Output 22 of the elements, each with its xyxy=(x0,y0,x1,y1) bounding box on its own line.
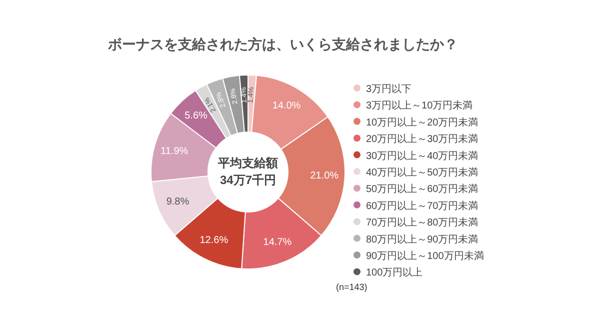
data-label: 9.8% xyxy=(166,196,190,208)
chart-title: ボーナスを支給された方は、いくら支給されましたか？ xyxy=(107,36,458,52)
legend-label: 100万円以上 xyxy=(366,266,423,279)
data-label: 21.0% xyxy=(310,170,339,182)
legend-label: 90万円以上～100万円未満 xyxy=(366,250,484,262)
legend-label: 3万円以下 xyxy=(366,83,412,95)
text: 平均支給額 34万7千円 xyxy=(217,156,278,187)
data-label: 12.6% xyxy=(200,235,228,246)
text: (n=143) xyxy=(336,282,368,292)
data-label: 14.0% xyxy=(272,100,301,112)
legend-label: 20万円以上～30万円未満 xyxy=(366,133,478,146)
legend-label: 40万円以上～50万円未満 xyxy=(366,166,478,178)
legend-label: 50万円以上～60万円未満 xyxy=(366,183,478,196)
data-label: 5.6% xyxy=(184,110,208,122)
legend-label: 70万円以上～80万円未満 xyxy=(366,216,478,229)
legend-label: 80万円以上～90万円未満 xyxy=(366,233,478,246)
legend-label: 3万円以上～10万円未満 xyxy=(366,100,473,112)
legend-label: 10万円以上～20万円未満 xyxy=(366,116,478,128)
data-label: 14.7% xyxy=(263,237,292,248)
legend-label: 30万円以上～40万円未満 xyxy=(366,150,478,162)
data-label: 11.9% xyxy=(160,146,188,157)
legend-label: 60万円以上～70万円未満 xyxy=(366,200,478,212)
